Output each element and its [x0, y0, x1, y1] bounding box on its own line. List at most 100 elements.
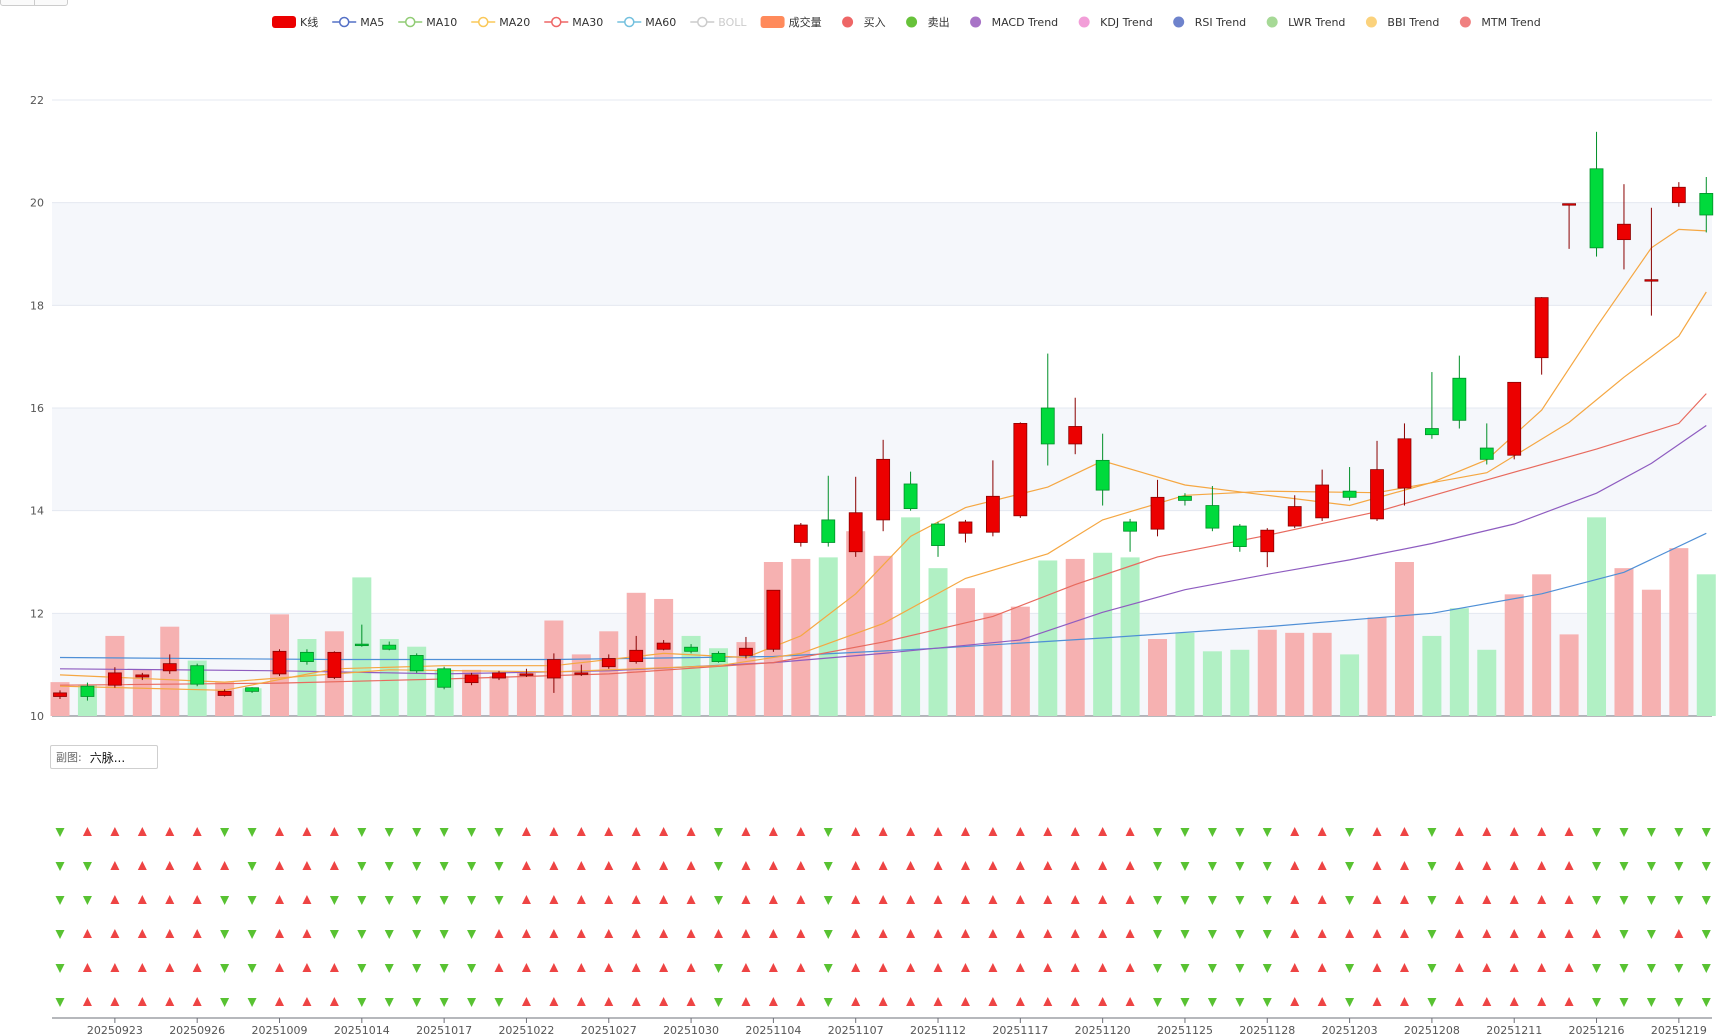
buy-signal-icon	[988, 929, 998, 938]
legend-label: 成交量	[789, 15, 822, 29]
buy-signal-icon	[1043, 895, 1053, 904]
candle	[1178, 493, 1192, 506]
sell-signal-icon	[247, 862, 257, 871]
candle	[1479, 423, 1494, 465]
sell-signal-icon	[1262, 862, 1272, 871]
buy-signal-icon	[82, 827, 92, 836]
sell-signal-icon	[384, 896, 394, 905]
legend-label: 卖出	[928, 15, 950, 29]
buy-signal-icon	[1290, 929, 1300, 938]
sell-signal-icon	[1180, 828, 1190, 837]
buy-signal-icon	[851, 827, 861, 836]
volume-bar	[955, 588, 975, 716]
x-tick-label: 20251027	[581, 1024, 637, 1036]
sell-signal-icon	[439, 896, 449, 905]
candle-body	[546, 659, 561, 679]
buy-signal-icon	[686, 827, 696, 836]
sell-signal-icon	[1646, 930, 1656, 939]
sell-signal-icon	[1427, 964, 1437, 973]
buy-signal-icon	[604, 997, 614, 1006]
sell-signal-icon	[1207, 964, 1217, 973]
sell-signal-icon	[357, 896, 367, 905]
buy-signal-icon	[878, 997, 888, 1006]
buy-signal-icon	[1125, 895, 1135, 904]
sell-signal-icon	[1153, 896, 1163, 905]
candle-body	[1671, 186, 1686, 204]
volume-bar	[983, 612, 1003, 716]
candle	[354, 624, 369, 647]
candle	[1040, 353, 1055, 466]
volume-bar	[1148, 639, 1168, 716]
sell-signal-icon	[1674, 896, 1684, 905]
buy-signal-icon	[1399, 997, 1409, 1006]
sell-signal-icon	[1345, 964, 1355, 973]
sell-signal-icon	[1262, 964, 1272, 973]
volume-bar	[1093, 552, 1113, 716]
candle-body	[300, 651, 314, 662]
candle-body	[1507, 381, 1522, 456]
subchart-selector[interactable]: 副图: 六脉...	[50, 745, 158, 769]
y-tick-label: 22	[30, 94, 44, 107]
candle-body	[409, 655, 424, 672]
buy-signal-icon	[549, 861, 559, 870]
buy-signal-icon	[1372, 827, 1382, 836]
candle-body	[739, 647, 753, 656]
buy-signal-icon	[1537, 895, 1547, 904]
buy-signal-icon	[1564, 895, 1574, 904]
legend-swatch	[272, 16, 296, 28]
buy-signal-icon	[1043, 929, 1053, 938]
candle-body	[1150, 496, 1165, 530]
sell-signal-icon	[714, 998, 724, 1007]
candle	[1617, 184, 1631, 270]
legend-item-7: 成交量	[760, 15, 822, 29]
candle	[546, 653, 561, 693]
buy-signal-icon	[960, 929, 970, 938]
buy-signal-icon	[768, 963, 778, 972]
buy-signal-icon	[1399, 861, 1409, 870]
buy-signal-icon	[768, 929, 778, 938]
candle-body	[135, 674, 150, 678]
buy-signal-icon	[988, 861, 998, 870]
buy-signal-icon	[741, 827, 751, 836]
legend-swatch-dot	[697, 16, 708, 28]
buy-signal-icon	[1015, 827, 1025, 836]
buy-signal-icon	[878, 861, 888, 870]
candle	[629, 635, 644, 664]
candle	[162, 654, 177, 674]
legend-label: BOLL	[718, 16, 747, 29]
buy-signal-icon	[1372, 997, 1382, 1006]
buy-signal-icon	[549, 997, 559, 1006]
corner-tab[interactable]	[0, 0, 68, 6]
volume-bar	[1559, 634, 1579, 716]
buy-signal-icon	[110, 895, 120, 904]
buy-signal-icon	[604, 963, 614, 972]
buy-signal-icon	[851, 861, 861, 870]
candle-body	[903, 483, 918, 510]
buy-signal-icon	[1482, 827, 1492, 836]
buy-signal-icon	[1070, 997, 1080, 1006]
buy-signal-icon	[631, 997, 641, 1006]
sell-signal-icon	[714, 964, 724, 973]
sell-signal-icon	[1207, 930, 1217, 939]
sell-signal-icon	[357, 998, 367, 1007]
legend-swatch-dot	[338, 16, 350, 28]
sell-signal-icon	[1674, 998, 1684, 1007]
sell-signal-icon	[55, 930, 65, 939]
x-tick-label: 20251128	[1239, 1024, 1295, 1036]
buy-signal-icon	[165, 895, 175, 904]
volume-bar	[1257, 629, 1277, 716]
sell-signal-icon	[1427, 930, 1437, 939]
x-tick-label: 20251009	[252, 1024, 308, 1036]
sell-signal-icon	[1153, 998, 1163, 1007]
sell-signal-icon	[1180, 896, 1190, 905]
buy-signal-icon	[302, 827, 312, 836]
buy-signal-icon	[1509, 963, 1519, 972]
buy-signal-icon	[1482, 895, 1492, 904]
sell-signal-icon	[1701, 964, 1711, 973]
buy-signal-icon	[1317, 861, 1327, 870]
sell-signal-icon	[1592, 998, 1602, 1007]
signal-markers	[55, 827, 1711, 1007]
sell-signal-icon	[384, 930, 394, 939]
legend-label: KDJ Trend	[1100, 16, 1153, 29]
sell-signal-icon	[357, 964, 367, 973]
